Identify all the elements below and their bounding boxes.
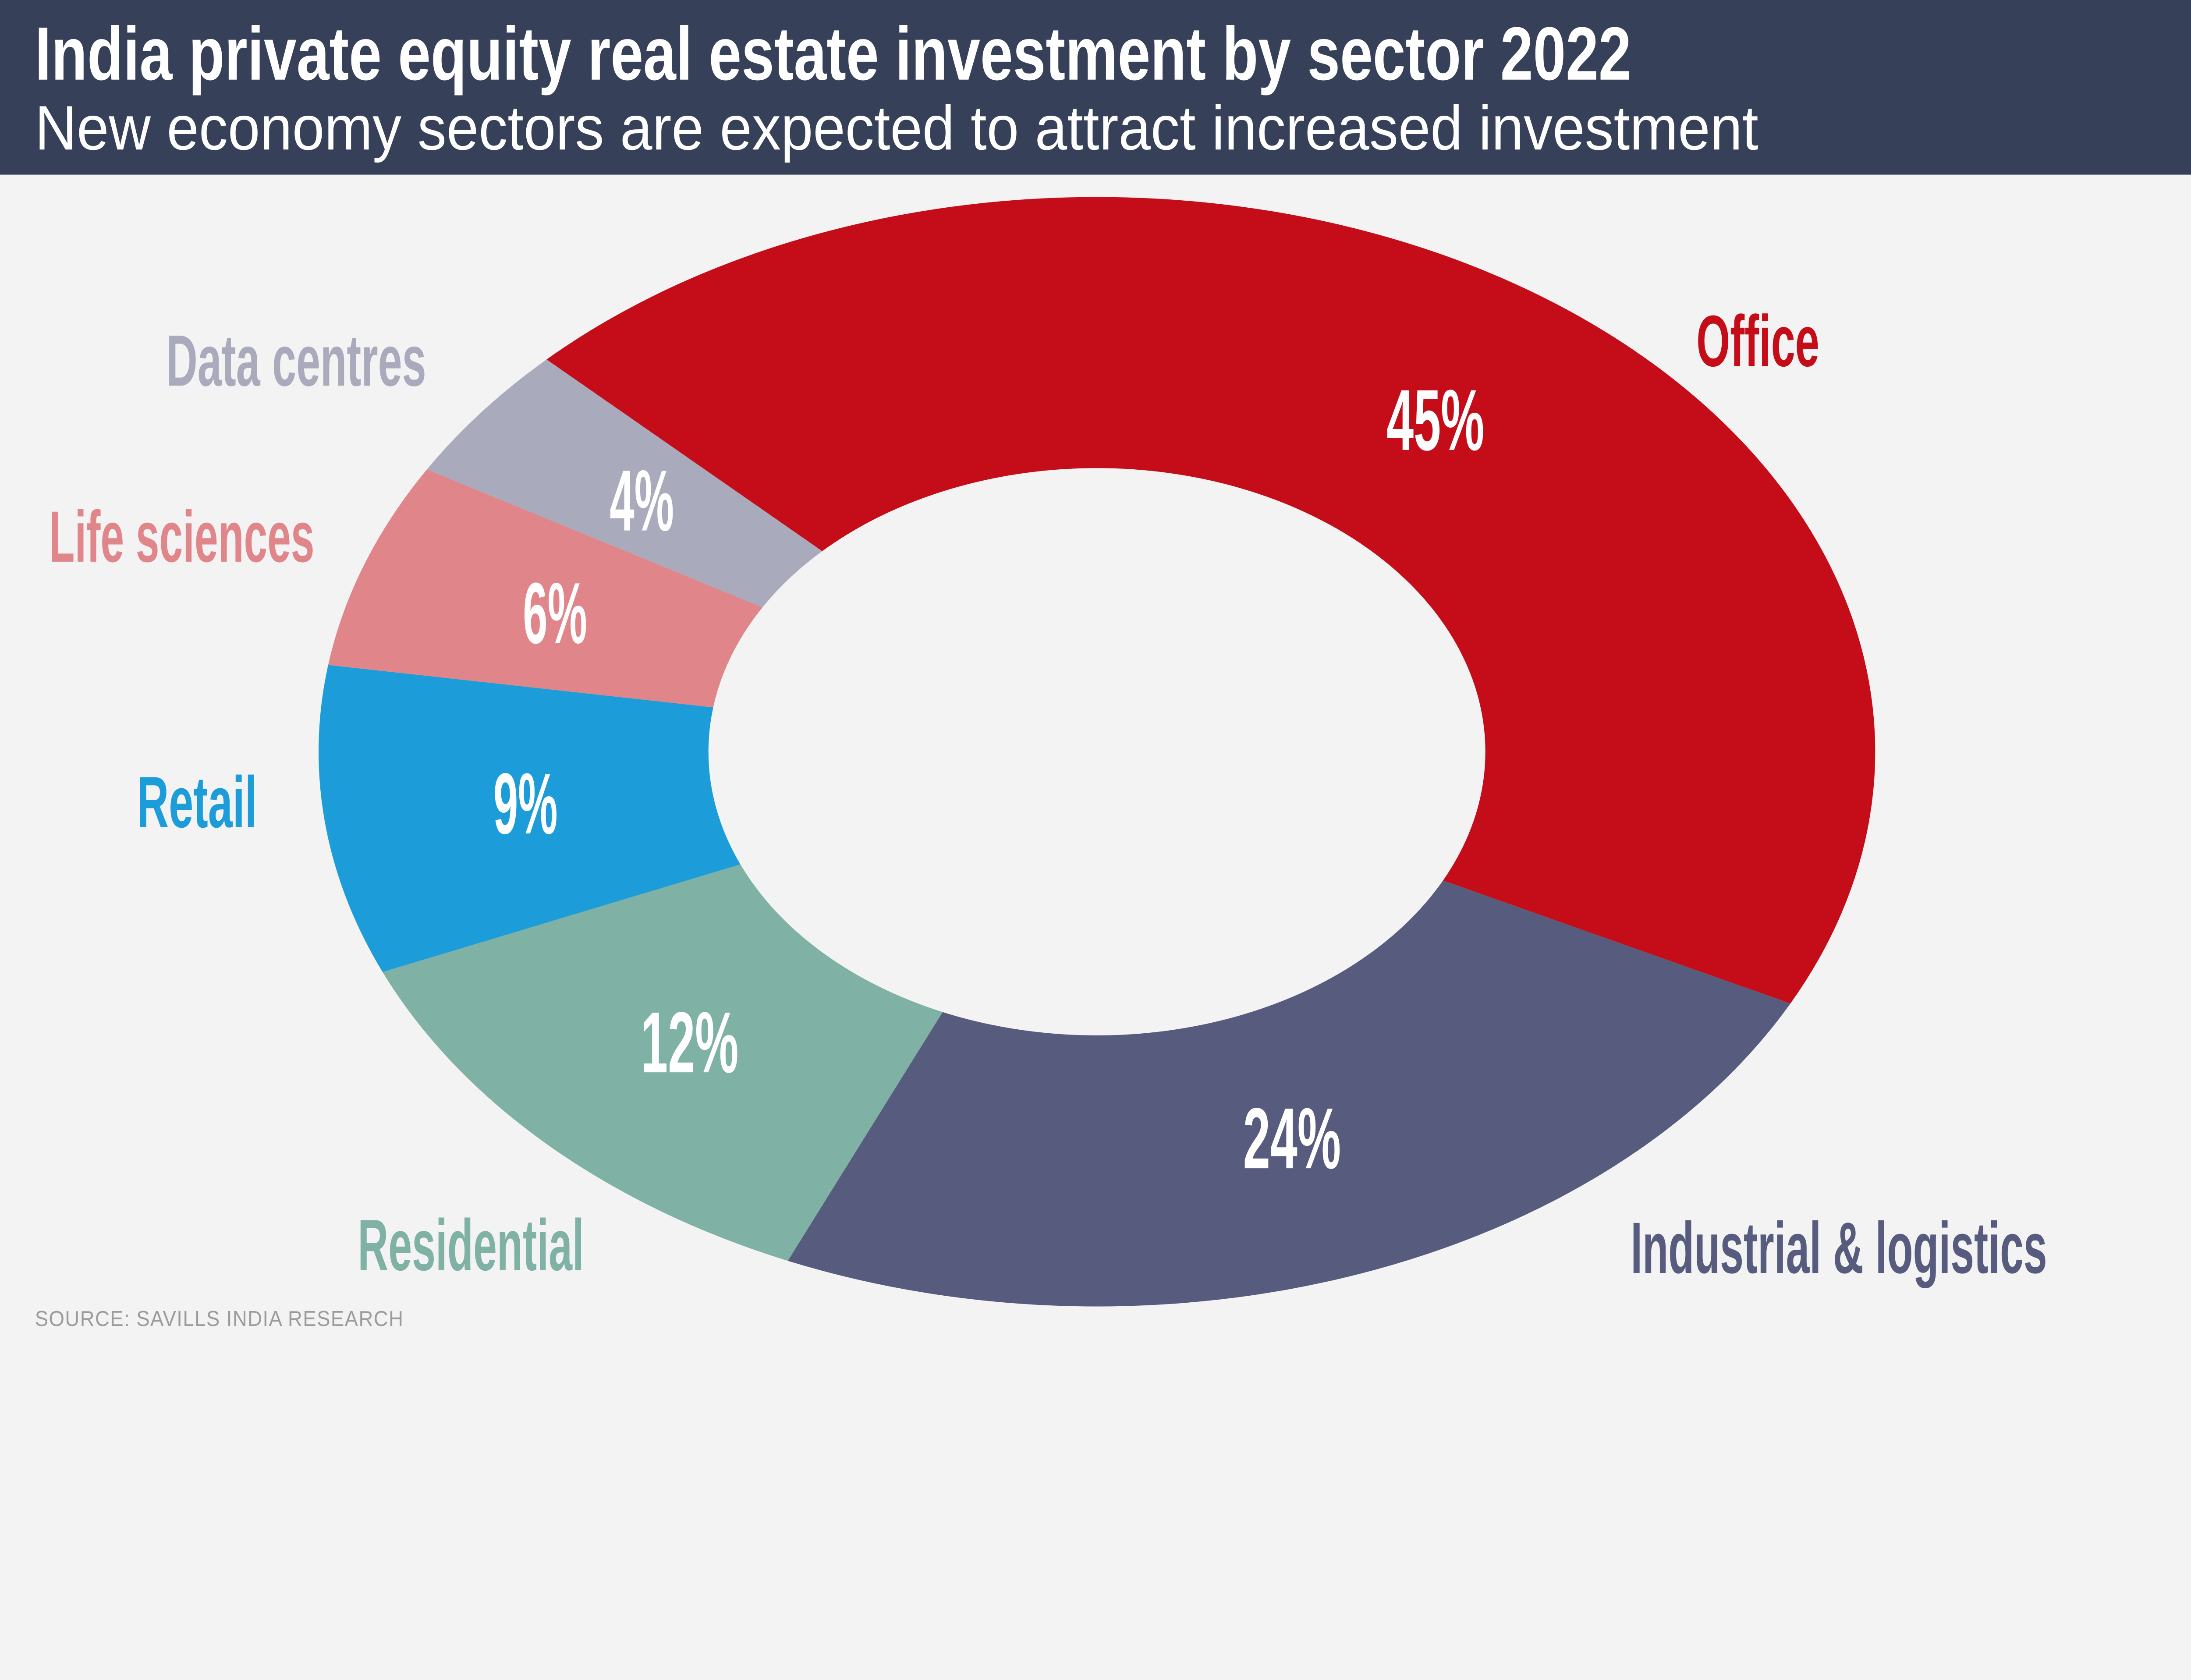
slice-label-residential: Residential [358,1205,584,1286]
slice-label-retail: Retail [137,762,257,843]
slice-industrial-logistics [787,880,1790,1307]
slice-life-sciences [328,469,763,708]
slice-pct-data-centres: 4% [610,452,674,549]
page-title: India private equity real estate investm… [35,15,2191,95]
source-note: SOURCE: SAVILLS INDIA RESEARCH [35,1308,404,1332]
donut-chart: 45% Office 24% Industrial & logistics 12% Res… [49,197,2047,1307]
slice-pct-life-sciences: 6% [523,564,587,661]
slice-label-data-centres: Data centres [166,320,426,401]
slice-pct-residential: 12% [641,994,738,1091]
slice-office [546,197,1875,1004]
slice-label-office: Office [1696,301,1819,382]
page-subtitle-text: New economy sectors are expected to attr… [35,92,1758,163]
slice-pct-industrial-logistics: 24% [1243,1090,1341,1187]
slice-retail [319,665,741,972]
slice-label-life-sciences: Life sciences [49,496,315,578]
slice-label-industrial-logistics: Industrial & logistics [1631,1208,2047,1289]
slice-data-centres [427,359,823,608]
header-bar: India private equity real estate investm… [0,0,2191,175]
infographic-page: India private equity real estate investm… [0,0,2191,1332]
slice-residential [383,864,943,1261]
slice-pct-office: 45% [1386,372,1484,468]
page-title-text: India private equity real estate investm… [35,12,1631,97]
slice-pct-retail: 9% [493,755,558,852]
page-subtitle: New economy sectors are expected to attr… [35,92,2191,163]
